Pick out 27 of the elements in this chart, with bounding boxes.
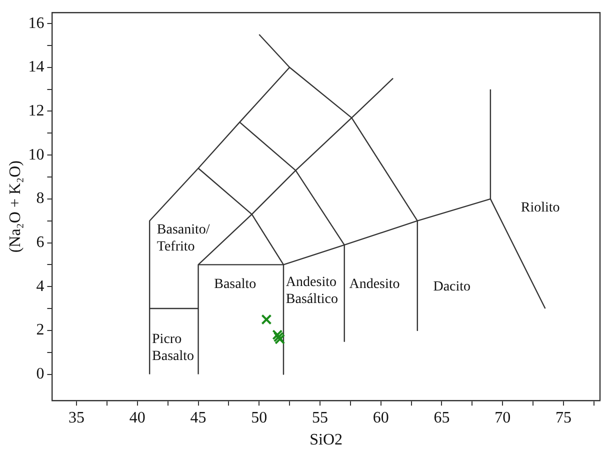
y-tick-label: 12 — [28, 102, 44, 120]
x-tick-label: 55 — [312, 409, 328, 426]
annotation: Picro Basalto — [152, 332, 194, 364]
annotation: Riolito — [520, 200, 560, 216]
y-axis-title: (Na₂O + K₂O) — [6, 160, 24, 253]
x-tick-label: 75 — [555, 409, 572, 426]
annotation: Dacito — [433, 279, 471, 294]
y-tick-label: 4 — [36, 278, 44, 295]
y-tick-label: 10 — [28, 146, 44, 164]
x-tick-label: 35 — [68, 409, 85, 426]
y-tick-label: 8 — [36, 190, 44, 208]
x-tick-label: 50 — [251, 409, 268, 426]
x-tick-label: 45 — [190, 409, 206, 426]
y-tick-label: 16 — [28, 14, 44, 32]
x-axis-title: SiO2 — [310, 432, 343, 449]
annotation: Andesito Basáltico — [286, 275, 338, 308]
x-tick-label: 70 — [494, 409, 511, 426]
y-tick-label: 0 — [36, 366, 44, 382]
x-tick-label: 65 — [434, 409, 450, 426]
annotation: Basanito/ Tefrito — [156, 222, 210, 255]
x-tick-label: 60 — [372, 409, 389, 426]
annotation: Andesito — [349, 277, 400, 292]
y-tick-label: 6 — [36, 234, 44, 251]
y-tick-label: 2 — [36, 322, 44, 339]
x-tick-label: 40 — [129, 409, 146, 426]
y-tick-label: 14 — [28, 58, 44, 76]
annotation: Basalto — [214, 277, 256, 292]
